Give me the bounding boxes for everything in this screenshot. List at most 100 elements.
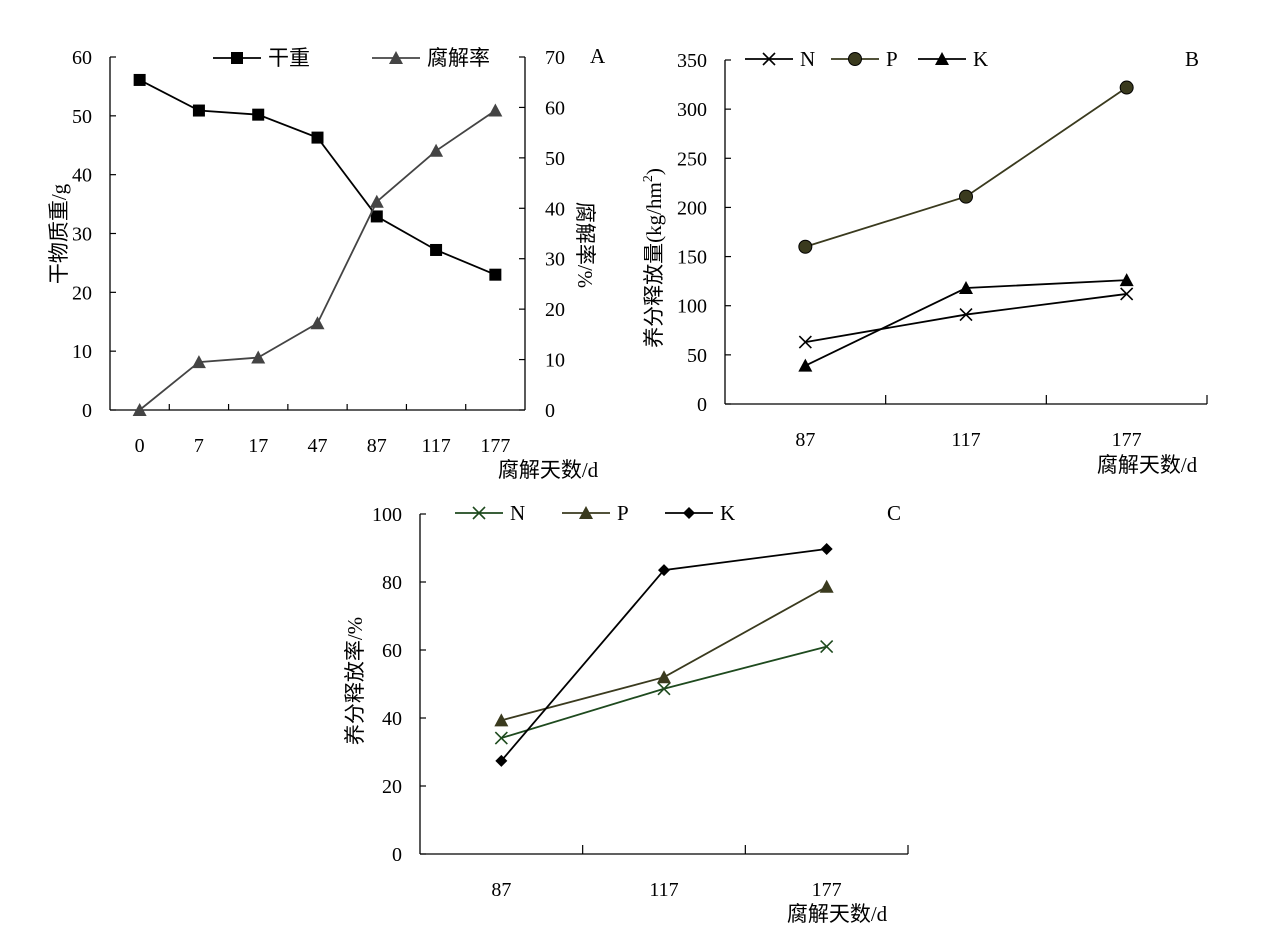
- a-data-point: [132, 403, 147, 416]
- a-y2-tick-label: 70: [545, 47, 565, 69]
- c-legend-marker: [683, 507, 695, 519]
- a-y-tick-label: 30: [72, 224, 92, 246]
- a-y2-tick-label: 10: [545, 350, 565, 372]
- b-legend-marker: [935, 52, 949, 65]
- b-y-tick-label: 0: [697, 394, 707, 416]
- a-legend-marker: [389, 51, 403, 64]
- a-x-tick-label: 17: [248, 435, 268, 457]
- c-y-tick-label: 20: [382, 776, 402, 798]
- c-legend-marker: [472, 506, 486, 520]
- c-data-point-stroke-b: [820, 640, 834, 654]
- c-data-point: [495, 754, 508, 767]
- b-y-tick-label: 300: [677, 99, 707, 121]
- c-data-point: [657, 682, 671, 696]
- c-data-point-stroke-b: [657, 682, 671, 696]
- a-legend-marker: [231, 52, 243, 64]
- a-data-point: [133, 73, 146, 86]
- b-series-line: [805, 86, 1128, 248]
- b-y-tick-label: 50: [687, 345, 707, 367]
- a-data-point: [369, 194, 384, 208]
- c-series-line: [500, 548, 827, 762]
- c-y-tick-label: 80: [382, 572, 402, 594]
- b-legend-marker: [762, 52, 776, 66]
- a-y2-axis-title: 腐解率/%: [573, 202, 597, 288]
- b-y-axis-title: 养分释放量(kg/hm2): [641, 168, 666, 348]
- a-data-point: [370, 210, 383, 223]
- a-data-point: [489, 268, 502, 281]
- c-legend-label: P: [617, 501, 629, 525]
- b-legend-marker: [848, 52, 862, 66]
- b-data-point: [959, 189, 973, 204]
- b-data-point: [1119, 80, 1134, 95]
- a-legend-label: 腐解率: [427, 46, 490, 70]
- a-y-tick-label: 50: [72, 106, 92, 128]
- a-x-tick-label: 117: [421, 435, 450, 457]
- b-y-tick-label: 200: [677, 197, 707, 219]
- c-series-line: [501, 585, 828, 722]
- a-panel-letter: A: [590, 44, 606, 68]
- b-data-point: [798, 335, 812, 349]
- c-y-tick-label: 60: [382, 640, 402, 662]
- a-y-axis-title: 干物质重/g: [47, 183, 71, 284]
- c-x-tick-label: 117: [649, 879, 678, 901]
- b-legend-label: P: [886, 47, 898, 71]
- c-data-point: [658, 564, 670, 577]
- a-x-tick-label: 7: [194, 435, 204, 457]
- b-legend-marker-stroke-b: [762, 52, 776, 66]
- c-panel-letter: C: [887, 501, 901, 525]
- b-y-tick-label: 150: [677, 247, 707, 269]
- b-x-tick-label: 87: [795, 429, 815, 451]
- b-data-point-stroke-b: [798, 335, 812, 349]
- b-legend-label: K: [973, 47, 988, 71]
- a-y2-tick-label: 60: [545, 97, 565, 119]
- b-data-point: [798, 239, 813, 254]
- a-y-tick-label: 10: [72, 341, 92, 363]
- c-legend-marker-stroke-b: [472, 506, 486, 520]
- b-data-point-stroke-b: [1120, 287, 1134, 301]
- c-data-point: [820, 543, 833, 556]
- c-y-tick-label: 40: [382, 708, 402, 730]
- b-data-point-stroke-b: [959, 307, 973, 322]
- a-x-axis-title: 腐解天数/d: [498, 458, 599, 482]
- b-y-tick-label: 250: [677, 148, 707, 170]
- a-y2-tick-label: 30: [545, 249, 565, 271]
- a-x-tick-label: 177: [480, 435, 510, 457]
- a-y2-tick-label: 0: [545, 400, 555, 422]
- c-y-tick-label: 100: [372, 504, 402, 526]
- c-y-axis-title: 养分释放率/%: [343, 617, 367, 745]
- c-data-point: [820, 640, 834, 654]
- c-data-point: [494, 731, 508, 745]
- c-data-point: [494, 713, 509, 727]
- b-data-point: [1119, 273, 1134, 287]
- b-panel-letter: B: [1185, 47, 1199, 71]
- a-y-tick-label: 60: [72, 47, 92, 69]
- c-legend-label: K: [720, 501, 735, 525]
- a-data-point: [191, 355, 206, 369]
- b-y-tick-label: 350: [677, 50, 707, 72]
- a-x-tick-label: 87: [367, 435, 387, 457]
- c-series-line: [501, 645, 827, 739]
- b-series-line: [805, 293, 1127, 343]
- a-x-tick-label: 0: [135, 435, 145, 457]
- c-data-point-stroke-b: [494, 731, 508, 745]
- a-data-point: [252, 108, 265, 121]
- b-y-tick-label: 100: [677, 296, 707, 318]
- b-x-tick-label: 117: [951, 429, 980, 451]
- b-data-point: [959, 307, 973, 322]
- panel-b: 0 50 100 150 200 250 300 350 87 117 177 N P K 腐解天数/d B 养…: [641, 47, 1208, 477]
- c-x-axis-title: 腐解天数/d: [787, 902, 888, 926]
- a-data-point: [251, 350, 266, 364]
- panel-a: 0 10 20 30 40 50 60 0 10 20 30 40 50 60 70 0 7 17 47 87 117 1…: [47, 44, 606, 482]
- a-data-point: [430, 243, 443, 256]
- a-y2-tick-label: 50: [545, 148, 565, 170]
- b-data-point: [1120, 287, 1134, 301]
- c-legend-label: N: [510, 501, 525, 525]
- c-data-point: [819, 579, 834, 593]
- b-x-tick-label: 177: [1112, 429, 1142, 451]
- a-data-point: [429, 143, 444, 157]
- a-data-point: [488, 103, 503, 117]
- b-data-point: [959, 281, 973, 295]
- b-legend-label: N: [800, 47, 815, 71]
- panel-c: 0 20 40 60 80 100 87 117 177 N P K 腐解天数/d C 养分释放率/%: [343, 501, 909, 926]
- c-x-tick-label: 87: [491, 879, 511, 901]
